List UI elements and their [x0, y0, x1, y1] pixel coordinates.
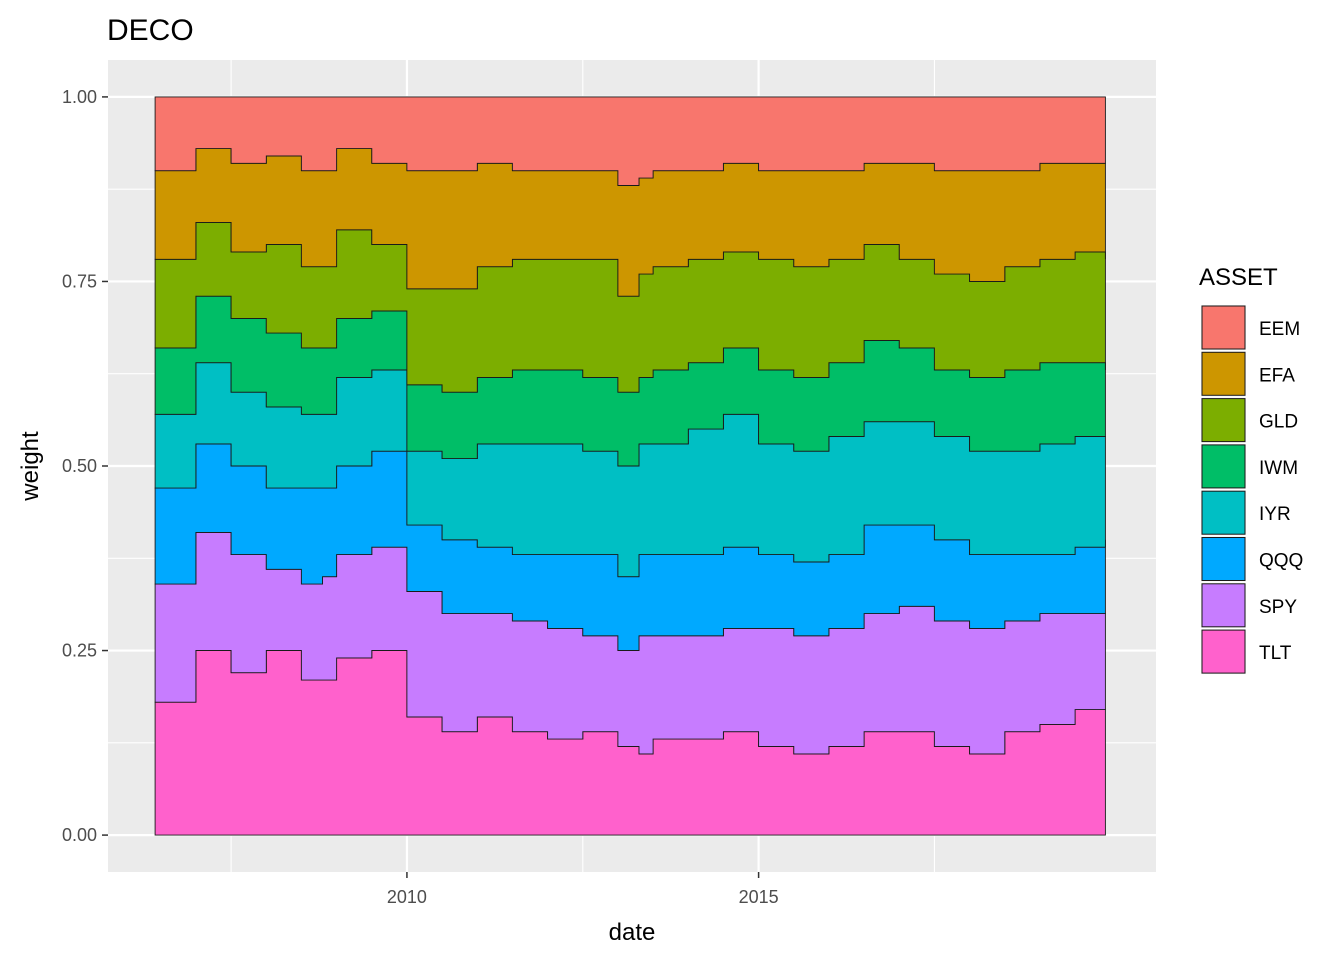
x-tick-label: 2010	[387, 887, 427, 907]
legend-swatch-efa	[1201, 351, 1246, 396]
x-axis-ticks: 2010 2015	[387, 872, 779, 907]
y-tick-label: 0.50	[62, 456, 97, 476]
legend-label-eem: EEM	[1259, 319, 1300, 340]
legend: EEM EFA GLD IWM IYR QQQ SPY TLT	[1201, 305, 1303, 675]
legend-swatch-gld	[1201, 398, 1246, 443]
legend-swatch-iwm	[1201, 444, 1246, 489]
legend-label-qqq: QQQ	[1259, 551, 1303, 572]
legend-swatch-eem	[1201, 305, 1246, 350]
legend-label-spy: SPY	[1259, 597, 1297, 618]
legend-swatch-spy	[1201, 583, 1246, 628]
x-tick-label: 2015	[739, 887, 779, 907]
legend-label-efa: EFA	[1259, 365, 1295, 386]
stacked-areas	[154, 96, 1106, 836]
legend-label-tlt: TLT	[1259, 643, 1292, 664]
legend-title: ASSET	[1199, 264, 1278, 291]
y-axis-label: weight	[17, 431, 44, 502]
y-axis-ticks: 0.00 0.25 0.50 0.75 1.00	[62, 87, 108, 845]
legend-label-iyr: IYR	[1259, 504, 1291, 525]
legend-label-gld: GLD	[1259, 412, 1298, 433]
legend-swatch-qqq	[1201, 537, 1246, 581]
area-eem	[154, 96, 1106, 186]
y-tick-label: 0.75	[62, 271, 97, 291]
x-axis-label: date	[609, 919, 656, 946]
y-tick-label: 0.25	[62, 641, 97, 661]
chart-title: DECO	[107, 14, 194, 47]
y-tick-label: 0.00	[62, 825, 97, 845]
y-tick-label: 1.00	[62, 87, 97, 107]
legend-swatch-tlt	[1201, 629, 1246, 674]
legend-swatch-iyr	[1201, 490, 1246, 535]
legend-label-iwm: IWM	[1259, 458, 1298, 479]
